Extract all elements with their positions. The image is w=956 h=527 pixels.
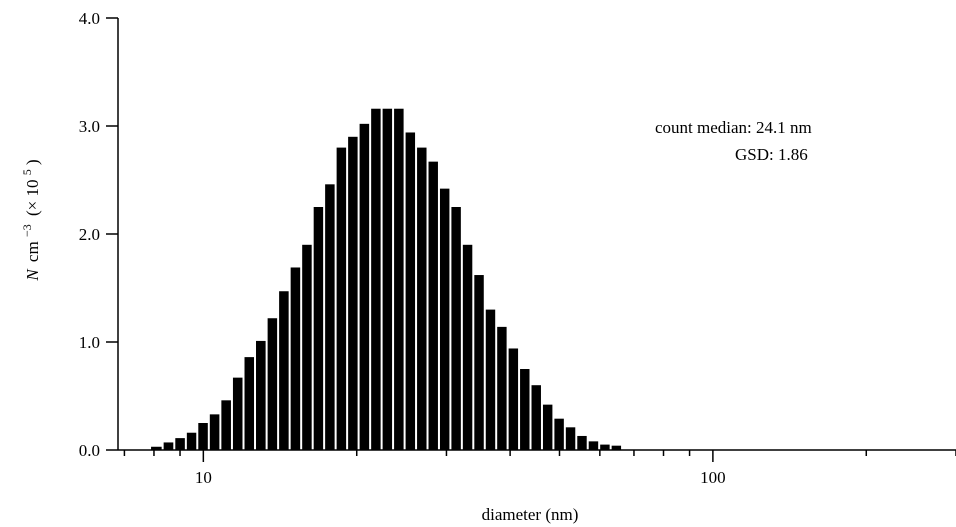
y-tick-label: 0.0 [79,441,100,460]
y-axis-title-factor-exp: 5 [20,169,34,175]
histogram-bar [611,445,622,450]
y-axis-title-close: ) [23,159,42,165]
histogram-bar [485,309,496,450]
y-axis-title-factor: (× 10 [23,180,42,217]
histogram-bar [198,423,208,450]
histogram-bar [405,132,416,451]
histogram-bar [256,340,266,450]
annotation-count-median: count median: 24.1 nm [655,118,812,137]
x-tick-label: 10 [195,468,212,487]
histogram-bar [290,267,301,450]
histogram-bar [428,161,438,450]
y-axis-title: N cm −3 (× 10 5 ) [16,159,42,281]
histogram-bar [382,108,393,450]
histogram-bar [186,432,197,450]
y-tick-label: 2.0 [79,225,100,244]
x-ticks-group: 10 100 [123,450,956,487]
histogram-bar [313,207,324,450]
x-tick-label: 100 [700,468,726,487]
x-axis-title: diameter (nm) [482,505,579,524]
histogram-bar [474,275,484,450]
histogram-bar [394,108,404,450]
y-tick-label: 1.0 [79,333,100,352]
histogram-bar [497,326,507,450]
histogram-bar [520,369,530,450]
histogram-bar [451,207,461,450]
y-tick-label: 3.0 [79,117,100,136]
y-axis-title-symbol: N [23,268,42,282]
histogram-bar [417,147,427,450]
y-axis-title-unit-exp: −3 [20,224,34,237]
histogram-bar [542,404,553,450]
histogram-bar [577,435,587,450]
histogram-bar [232,377,243,450]
histogram-bar [175,438,185,450]
histogram-bar [588,441,599,450]
histogram-bar [244,357,255,450]
histogram-bar [325,184,335,450]
histogram-bar [554,418,564,450]
histogram-bar [371,108,381,450]
histogram-bar [439,188,450,450]
histogram-bar [151,446,162,450]
histogram-bar [348,136,358,451]
histogram-bar [565,427,576,450]
histogram-bar [279,291,289,450]
histogram-bar [267,318,278,450]
histogram-bar [302,244,312,450]
y-tick-label: 4.0 [79,9,100,28]
histogram-bar [531,385,541,450]
histogram-bar [600,444,610,450]
annotation-gsd: GSD: 1.86 [735,145,808,164]
bars-group [151,108,622,451]
y-ticks-group: 0.0 1.0 2.0 3.0 4.0 [79,9,118,460]
histogram-bar [336,147,347,450]
histogram-bar [209,414,220,450]
histogram-bar [462,244,473,450]
histogram-bar [508,348,519,450]
y-axis-title-unit: cm [23,241,42,262]
histogram-bar [359,123,370,450]
histogram-bar [163,442,174,450]
histogram-bar [221,400,231,450]
